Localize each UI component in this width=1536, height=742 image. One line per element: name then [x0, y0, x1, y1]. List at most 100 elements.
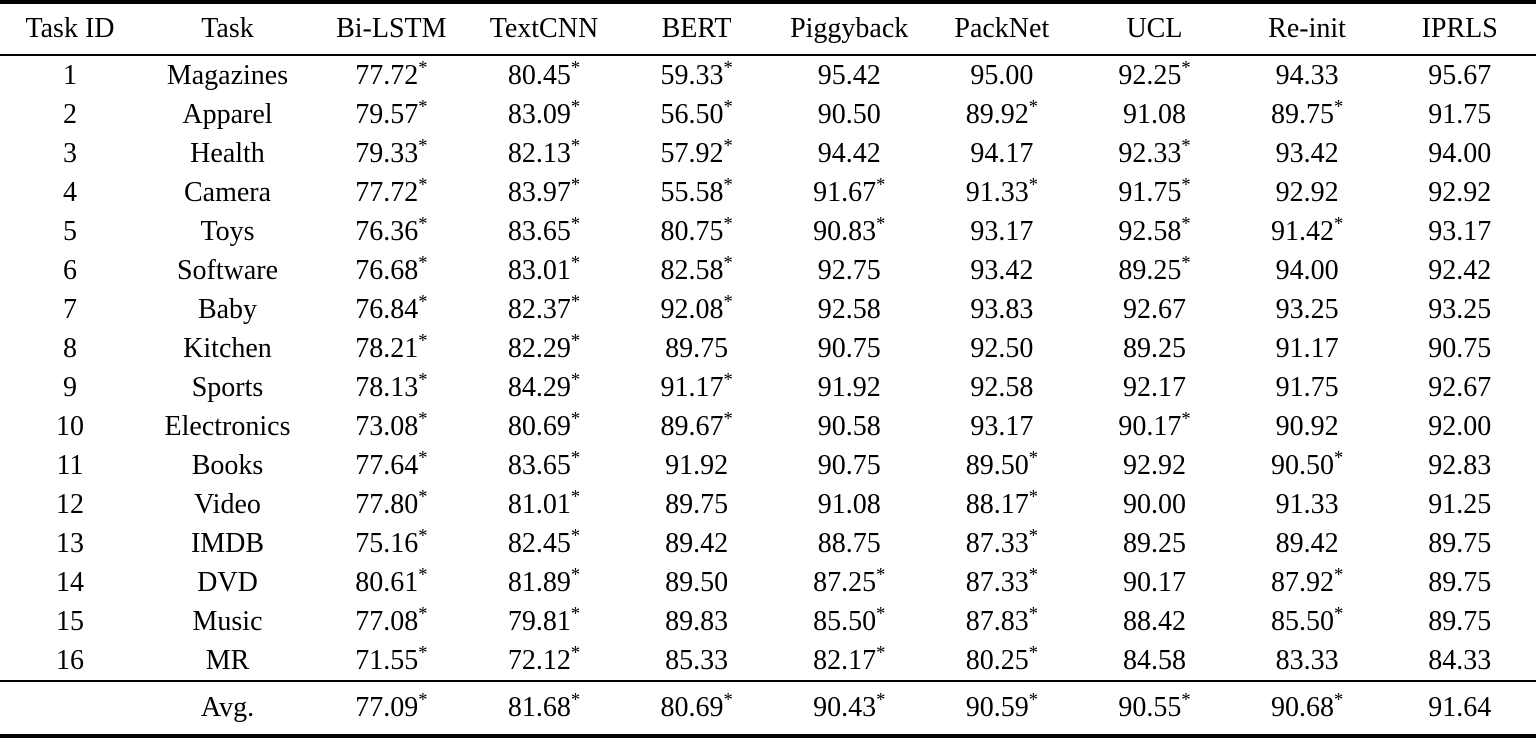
score-cell: 87.33*: [965, 525, 1038, 559]
significance-star: *: [723, 213, 733, 234]
score-cell: 91.42*: [1270, 213, 1344, 247]
score-cell: 71.55*: [355, 642, 428, 676]
score-cell: 93.42: [970, 254, 1034, 286]
significance-star: *: [570, 330, 581, 351]
score-cell: 89.25*: [1118, 252, 1191, 286]
score-cell: 82.13*: [507, 135, 581, 169]
task-name-cell: Music: [192, 605, 263, 637]
task-name-cell: Kitchen: [183, 332, 272, 364]
score-cell: 80.25*: [965, 642, 1038, 676]
score-cell: 77.72*: [355, 174, 428, 208]
score-cell: 90.92: [1275, 410, 1339, 442]
significance-star: *: [570, 174, 581, 195]
table-row: 14 DVD 80.61* 81.89* 89.50 87.25* 87.33* 90.17 8…: [0, 563, 1536, 602]
column-header: Task ID: [0, 2, 140, 56]
score-cell: 82.45*: [507, 525, 581, 559]
score-cell: 85.33: [665, 644, 729, 676]
score-cell: 89.50: [665, 566, 729, 598]
significance-star: *: [570, 689, 581, 710]
score-cell: 83.65*: [507, 213, 581, 247]
score-cell: 95.42: [817, 59, 881, 91]
significance-star: *: [876, 689, 886, 710]
score-cell: 90.00: [1122, 488, 1186, 520]
score-cell: 76.36*: [355, 213, 428, 247]
significance-star: *: [570, 369, 581, 390]
score-cell: 92.58: [970, 371, 1034, 403]
score-cell: 89.50*: [965, 447, 1038, 481]
significance-star: *: [418, 135, 428, 156]
score-cell: 84.33: [1428, 644, 1492, 676]
significance-star: *: [1333, 96, 1344, 117]
column-header: IPRLS: [1383, 2, 1536, 56]
score-cell: 92.33*: [1118, 135, 1191, 169]
score-cell: 92.42: [1428, 254, 1492, 286]
score-cell: 81.68*: [467, 680, 621, 736]
significance-star: *: [570, 291, 581, 312]
table-row: 15 Music 77.08* 79.81* 89.83 85.50* 87.83* 88.4…: [0, 602, 1536, 641]
significance-star: *: [418, 408, 428, 429]
task-name-cell: Health: [190, 137, 265, 169]
task-id-cell: 13: [56, 527, 84, 559]
task-id-cell: 12: [56, 488, 84, 520]
score-cell: 92.75: [817, 254, 881, 286]
significance-star: *: [1028, 689, 1038, 710]
score-cell: 90.83*: [813, 213, 886, 247]
task-name-cell: Electronics: [164, 410, 291, 442]
task-id-cell: 7: [63, 293, 77, 325]
score-cell: 55.58*: [660, 174, 733, 208]
task-id-cell: 5: [63, 215, 77, 247]
score-cell: 59.33*: [660, 57, 733, 91]
score-cell: 85.50*: [1270, 603, 1344, 637]
score-cell: 83.09*: [507, 96, 581, 130]
score-cell: 93.42: [1275, 137, 1339, 169]
significance-star: *: [418, 213, 428, 234]
score-cell: 87.83*: [965, 603, 1038, 637]
significance-star: *: [1181, 213, 1191, 234]
score-cell: 77.09*: [315, 680, 468, 736]
significance-star: *: [723, 96, 733, 117]
score-cell: 92.25*: [1118, 57, 1191, 91]
column-header: Re-init: [1230, 2, 1384, 56]
score-cell: 80.61*: [355, 564, 428, 598]
task-name-cell: IMDB: [190, 527, 265, 559]
score-cell: 90.55*: [1078, 680, 1231, 736]
score-cell: 83.65*: [507, 447, 581, 481]
score-cell: 91.92: [665, 449, 729, 481]
significance-star: *: [1181, 408, 1191, 429]
score-cell: 89.75: [1428, 527, 1492, 559]
task-id-cell: 6: [63, 254, 77, 286]
significance-star: *: [876, 564, 886, 585]
column-header: Bi-LSTM: [315, 2, 468, 56]
significance-star: *: [570, 135, 581, 156]
significance-star: *: [723, 57, 733, 78]
score-cell: 87.25*: [813, 564, 886, 598]
score-cell: 91.08: [817, 488, 881, 520]
task-id-cell: 2: [63, 98, 77, 130]
task-id-cell: 14: [56, 566, 84, 598]
score-cell: 93.17: [970, 410, 1034, 442]
task-id-cell: 16: [56, 644, 84, 676]
table-row: 8 Kitchen 78.21* 82.29* 89.75 90.75 92.50 89.25…: [0, 329, 1536, 368]
task-name-cell: Baby: [197, 293, 258, 325]
significance-star: *: [1028, 174, 1038, 195]
score-cell: 89.75: [665, 332, 729, 364]
column-header: TextCNN: [467, 2, 621, 56]
task-name-cell: Sports: [191, 371, 264, 403]
significance-star: *: [723, 291, 733, 312]
task-id-cell: 15: [56, 605, 84, 637]
significance-star: *: [418, 291, 428, 312]
score-cell: 89.67*: [660, 408, 733, 442]
score-cell: 92.58*: [1118, 213, 1191, 247]
significance-star: *: [1181, 174, 1191, 195]
score-cell: 93.17: [1428, 215, 1492, 247]
table-header: Task ID Task Bi-LSTM TextCNN BERT Piggyback Pa…: [0, 2, 1536, 56]
significance-star: *: [570, 564, 581, 585]
significance-star: *: [418, 57, 428, 78]
score-cell: 92.00: [1428, 410, 1492, 442]
significance-star: *: [570, 57, 581, 78]
table-row: 16 MR 71.55* 72.12* 85.33 82.17* 80.25* 84.58 83…: [0, 641, 1536, 681]
task-id-cell: 11: [56, 449, 84, 481]
score-cell: 79.57*: [355, 96, 428, 130]
table-row: 13 IMDB 75.16* 82.45* 89.42 88.75 87.33* 89.25 8…: [0, 524, 1536, 563]
column-header: BERT: [620, 2, 773, 56]
